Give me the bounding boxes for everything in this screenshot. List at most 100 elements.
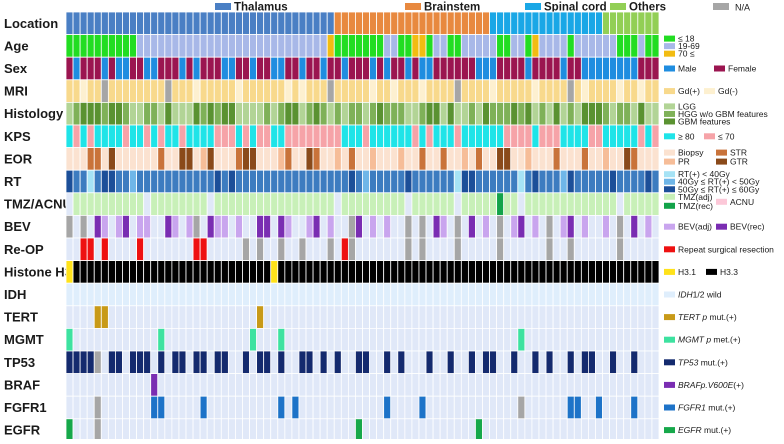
cell-mgmt-39 [340,327,349,352]
cell-braf-0 [65,373,74,397]
cell-braf-75 [595,373,603,397]
cell-egfr-70 [559,418,568,442]
cell-eor-71 [566,147,575,171]
cell-eor-55 [453,147,462,171]
cell-mgmt-77 [609,327,618,352]
cell-bev-63 [510,214,519,239]
cell-kps-77 [609,124,618,149]
cell-sex-20 [206,56,215,81]
cell-idh-45 [383,282,392,307]
cell-fgfr1-68 [545,395,554,420]
cell-location-10 [136,11,145,36]
cell-eor-74 [588,147,596,171]
cell-egfr-42 [362,418,370,442]
cell-mgmt-8 [122,327,130,352]
cell-histone-h3-25 [242,260,250,284]
cell-re-op-17 [185,237,194,262]
cell-location-55 [453,11,462,36]
legend-swatch-bev-rec [716,223,727,230]
cell-eor-66 [531,147,540,171]
cell-bev-0 [65,214,74,239]
cell-mri-56 [460,79,469,103]
cell-eor-34 [305,147,314,171]
cell-age-54 [446,34,455,58]
cell-re-op-60 [489,237,498,262]
cell-braf-30 [277,373,286,397]
cell-re-op-26 [249,237,258,262]
cell-rt-58 [475,169,483,194]
cell-mri-26 [249,79,258,103]
cell-re-op-64 [517,237,526,262]
cell-idh-41 [355,282,363,307]
cell-mgmt-68 [545,327,554,352]
cell-braf-55 [453,373,462,397]
cell-braf-6 [107,373,116,397]
cell-fgfr1-19 [199,395,208,420]
cell-bev-9 [129,214,137,239]
cell-tmz-acnu-70 [559,192,568,216]
cell-histology-24 [235,102,243,126]
cell-re-op-82 [644,237,653,262]
cell-bev-3 [86,214,95,239]
cell-kps-78 [616,124,625,149]
cell-mgmt-49 [411,327,420,352]
cell-braf-18 [192,373,201,397]
cell-re-op-23 [227,237,236,262]
cell-egfr-41 [355,418,363,442]
cell-tp53-1 [72,350,81,375]
cell-age-34 [305,34,314,58]
cell-tp53-64 [517,350,526,375]
cell-bev-14 [164,214,173,239]
cell-sex-52 [432,56,441,81]
cell-fgfr1-32 [291,395,300,420]
legend-label-gbm-features: GBM features [678,116,730,126]
cell-histone-h3-49 [411,260,420,284]
cell-tert-10 [136,305,145,329]
cell-mri-45 [383,79,392,103]
cell-braf-70 [559,373,568,397]
cell-rt-6 [107,169,116,194]
cell-idh-54 [446,282,455,307]
cell-re-op-39 [340,237,349,262]
cell-mri-8 [122,79,130,103]
cell-sex-36 [319,56,328,81]
cell-sex-72 [573,56,582,81]
cell-re-op-67 [538,237,547,262]
cell-bev-1 [72,214,81,239]
cell-idh-15 [171,282,180,307]
cell-bev-52 [432,214,441,239]
cell-bev-20 [206,214,215,239]
cell-idh-4 [93,282,102,307]
cell-tmz-acnu-72 [573,192,582,216]
cell-tert-54 [446,305,455,329]
cell-tmz-acnu-74 [588,192,596,216]
cell-mgmt-73 [580,327,589,352]
cell-location-39 [340,11,349,36]
cell-sex-28 [263,56,272,81]
cell-idh-12 [150,282,159,307]
cell-kps-73 [580,124,589,149]
cell-histology-34 [305,102,314,126]
cell-histology-57 [467,102,476,126]
cell-braf-35 [312,373,321,397]
cell-mgmt-6 [107,327,116,352]
cell-sex-2 [79,56,88,81]
cell-braf-16 [178,373,187,397]
cell-idh-9 [129,282,137,307]
cell-eor-67 [538,147,547,171]
cell-tmz-acnu-44 [376,192,385,216]
cell-eor-58 [475,147,483,171]
cell-age-74 [588,34,596,58]
cell-sex-54 [446,56,455,81]
cell-braf-66 [531,373,540,397]
cell-location-66 [531,11,540,36]
cell-braf-77 [609,373,618,397]
cell-mri-61 [496,79,505,103]
cell-braf-64 [517,373,526,397]
cell-location-16 [178,11,187,36]
cell-mri-81 [637,79,646,103]
cell-age-2 [79,34,88,58]
cell-eor-57 [467,147,476,171]
cell-eor-28 [263,147,272,171]
cell-tp53-35 [312,350,321,375]
